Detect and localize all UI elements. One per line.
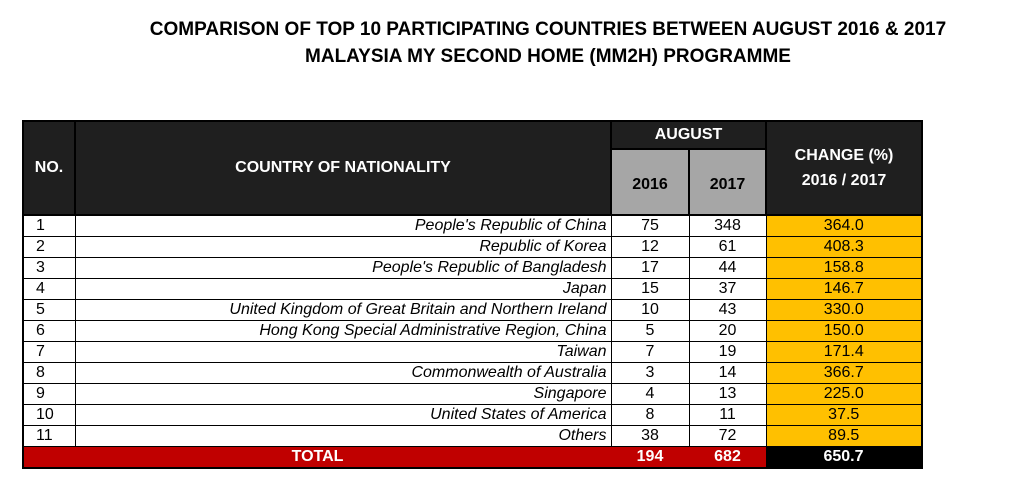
change-percent: 408.3: [765, 236, 923, 258]
row-number: 1: [22, 215, 76, 237]
country-name: Others: [75, 425, 612, 447]
table-row: 11 Others 38 72 89.5: [22, 425, 923, 447]
table-row: 3 People's Republic of Bangladesh 17 44 158.…: [22, 257, 923, 279]
header-change-line-2: 2016 / 2017: [801, 172, 887, 189]
row-number: 6: [22, 320, 76, 342]
header-no: NO.: [22, 120, 76, 216]
row-number: 9: [22, 383, 76, 405]
country-name: Taiwan: [75, 341, 612, 363]
change-percent: 158.8: [765, 257, 923, 279]
table-row: 9 Singapore 4 13 225.0: [22, 383, 923, 405]
row-number: 3: [22, 257, 76, 279]
header-year-2016: 2016: [610, 148, 690, 216]
country-name: Republic of Korea: [75, 236, 612, 258]
country-name: Hong Kong Special Administrative Region,…: [75, 320, 612, 342]
total-2017: 682: [689, 446, 766, 469]
table-row: 5 United Kingdom of Great Britain and Nor…: [22, 299, 923, 321]
count-2017: 72: [689, 425, 767, 447]
count-2017: 44: [689, 257, 767, 279]
count-2016: 10: [611, 299, 690, 321]
count-2016: 5: [611, 320, 690, 342]
header-change: CHANGE (%) 2016 / 2017: [765, 120, 923, 216]
change-percent: 37.5: [765, 404, 923, 426]
count-2017: 13: [689, 383, 767, 405]
count-2017: 43: [689, 299, 767, 321]
table-row: 2 Republic of Korea 12 61 408.3: [22, 236, 923, 258]
count-2016: 3: [611, 362, 690, 384]
count-2016: 75: [611, 215, 690, 237]
total-row: TOTAL 194 682 650.7: [22, 446, 923, 469]
change-percent: 364.0: [765, 215, 923, 237]
total-2016: 194: [611, 446, 689, 469]
country-name: People's Republic of Bangladesh: [75, 257, 612, 279]
change-percent: 89.5: [765, 425, 923, 447]
count-2017: 37: [689, 278, 767, 300]
table-row: 4 Japan 15 37 146.7: [22, 278, 923, 300]
table-row: 7 Taiwan 7 19 171.4: [22, 341, 923, 363]
country-name: United Kingdom of Great Britain and Nort…: [75, 299, 612, 321]
count-2016: 15: [611, 278, 690, 300]
count-2017: 348: [689, 215, 767, 237]
country-name: Singapore: [75, 383, 612, 405]
count-2017: 14: [689, 362, 767, 384]
row-number: 10: [22, 404, 76, 426]
change-percent: 171.4: [765, 341, 923, 363]
row-number: 5: [22, 299, 76, 321]
row-number: 7: [22, 341, 76, 363]
count-2017: 20: [689, 320, 767, 342]
change-percent: 146.7: [765, 278, 923, 300]
total-label: TOTAL: [22, 446, 611, 469]
change-percent: 330.0: [765, 299, 923, 321]
comparison-table: NO. COUNTRY OF NATIONALITY AUGUST CHANGE…: [22, 120, 923, 469]
change-percent: 150.0: [765, 320, 923, 342]
count-2016: 38: [611, 425, 690, 447]
count-2017: 61: [689, 236, 767, 258]
header-year-2017: 2017: [688, 148, 767, 216]
count-2016: 8: [611, 404, 690, 426]
country-name: Japan: [75, 278, 612, 300]
country-name: United States of America: [75, 404, 612, 426]
row-number: 8: [22, 362, 76, 384]
count-2016: 12: [611, 236, 690, 258]
table-row: 8 Commonwealth of Australia 3 14 366.7: [22, 362, 923, 384]
total-change: 650.7: [766, 446, 923, 469]
count-2016: 7: [611, 341, 690, 363]
row-number: 4: [22, 278, 76, 300]
change-percent: 225.0: [765, 383, 923, 405]
count-2017: 11: [689, 404, 767, 426]
table-row: 6 Hong Kong Special Administrative Region…: [22, 320, 923, 342]
table-row: 10 United States of America 8 11 37.5: [22, 404, 923, 426]
count-2016: 17: [611, 257, 690, 279]
report-title-line-1: COMPARISON OF TOP 10 PARTICIPATING COUNT…: [149, 19, 947, 40]
report-title-line-2: MALAYSIA MY SECOND HOME (MM2H) PROGRAMME: [305, 46, 791, 67]
header-month: AUGUST: [610, 120, 767, 150]
country-name: Commonwealth of Australia: [75, 362, 612, 384]
row-number: 11: [22, 425, 76, 447]
count-2017: 19: [689, 341, 767, 363]
count-2016: 4: [611, 383, 690, 405]
row-number: 2: [22, 236, 76, 258]
table-row: 1 People's Republic of China 75 348 364.0: [22, 215, 923, 237]
change-percent: 366.7: [765, 362, 923, 384]
header-change-line-1: CHANGE (%): [794, 147, 894, 164]
header-country: COUNTRY OF NATIONALITY: [74, 120, 612, 216]
country-name: People's Republic of China: [75, 215, 612, 237]
